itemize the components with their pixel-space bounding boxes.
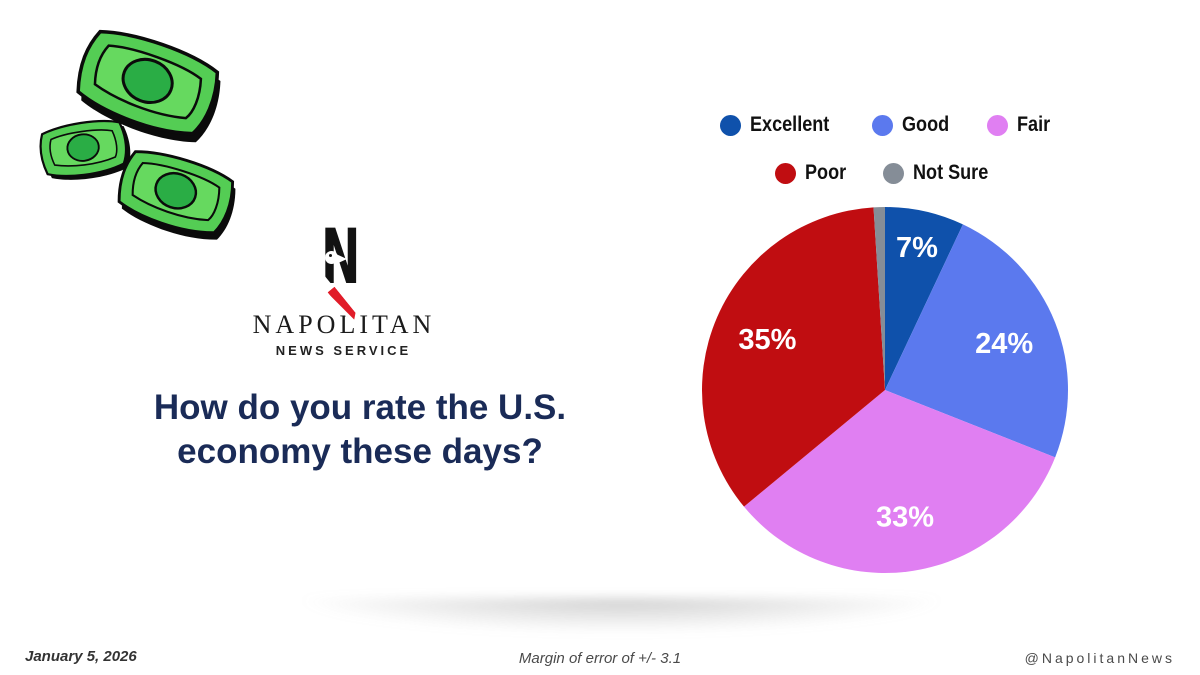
legend-row-1: Excellent Good Fair [692, 112, 1084, 138]
legend-swatch-good-icon [872, 114, 894, 136]
chart-legend: Excellent Good Fair Poor Not Sure [692, 112, 1084, 186]
pie-value-label-fair: 33% [876, 502, 934, 534]
napolitan-logo: N NAPOLITAN NEWS SERVICE [240, 219, 444, 359]
footer-margin-of-error: Margin of error of +/- 3.1 [518, 650, 682, 667]
legend-label-not-sure: Not Sure [913, 161, 989, 184]
pie-slice-good [885, 224, 1069, 458]
eagle-eye-icon [329, 254, 332, 257]
legend-swatch-not-sure-icon [883, 162, 905, 184]
page-title: How do you rate the U.S. economy these d… [100, 386, 620, 474]
pie-value-label-excellent: 7% [896, 232, 938, 264]
floor-shadow [195, 598, 1015, 644]
footer-date: January 5, 2026 [25, 648, 137, 665]
legend-item-good: Good [872, 113, 957, 137]
pie-value-label-good: 24% [975, 328, 1033, 360]
pie-slice-not-sure [873, 207, 885, 390]
legend-item-fair: Fair [987, 113, 1056, 137]
pie-slice-fair [744, 390, 1056, 573]
eagle-beak-icon [336, 254, 347, 264]
logo-subtext: NEWS SERVICE [275, 343, 412, 358]
legend-label-poor: Poor [805, 161, 847, 184]
napolitan-n-mark-icon: N [317, 219, 365, 298]
pie-slice-poor [702, 207, 885, 507]
legend-label-good: Good [902, 113, 950, 136]
money-bill-icon [36, 116, 135, 186]
footer-social-handle: @NapolitanNews [1024, 650, 1175, 666]
pie-slice-excellent [885, 207, 963, 390]
money-bill-icon [108, 140, 246, 248]
eagle-head-icon [325, 251, 338, 264]
legend-item-poor: Poor [775, 161, 853, 185]
legend-item-not-sure: Not Sure [883, 161, 1001, 185]
title-line-2: economy these days? [177, 432, 543, 471]
legend-label-fair: Fair [1017, 113, 1051, 136]
logo-wordmark: NAPOLITAN [252, 310, 436, 339]
money-bills-icon [36, 18, 246, 248]
legend-row-2: Poor Not Sure [692, 160, 1084, 186]
legend-swatch-fair-icon [987, 114, 1009, 136]
pie-chart: 7% 24% 33% 35% [675, 195, 1095, 595]
title-line-1: How do you rate the U.S. [153, 388, 567, 427]
legend-label-excellent: Excellent [750, 113, 830, 136]
legend-swatch-excellent-icon [720, 114, 742, 136]
legend-swatch-poor-icon [775, 162, 797, 184]
pie-value-label-poor: 35% [738, 324, 796, 356]
legend-item-excellent: Excellent [720, 113, 842, 137]
